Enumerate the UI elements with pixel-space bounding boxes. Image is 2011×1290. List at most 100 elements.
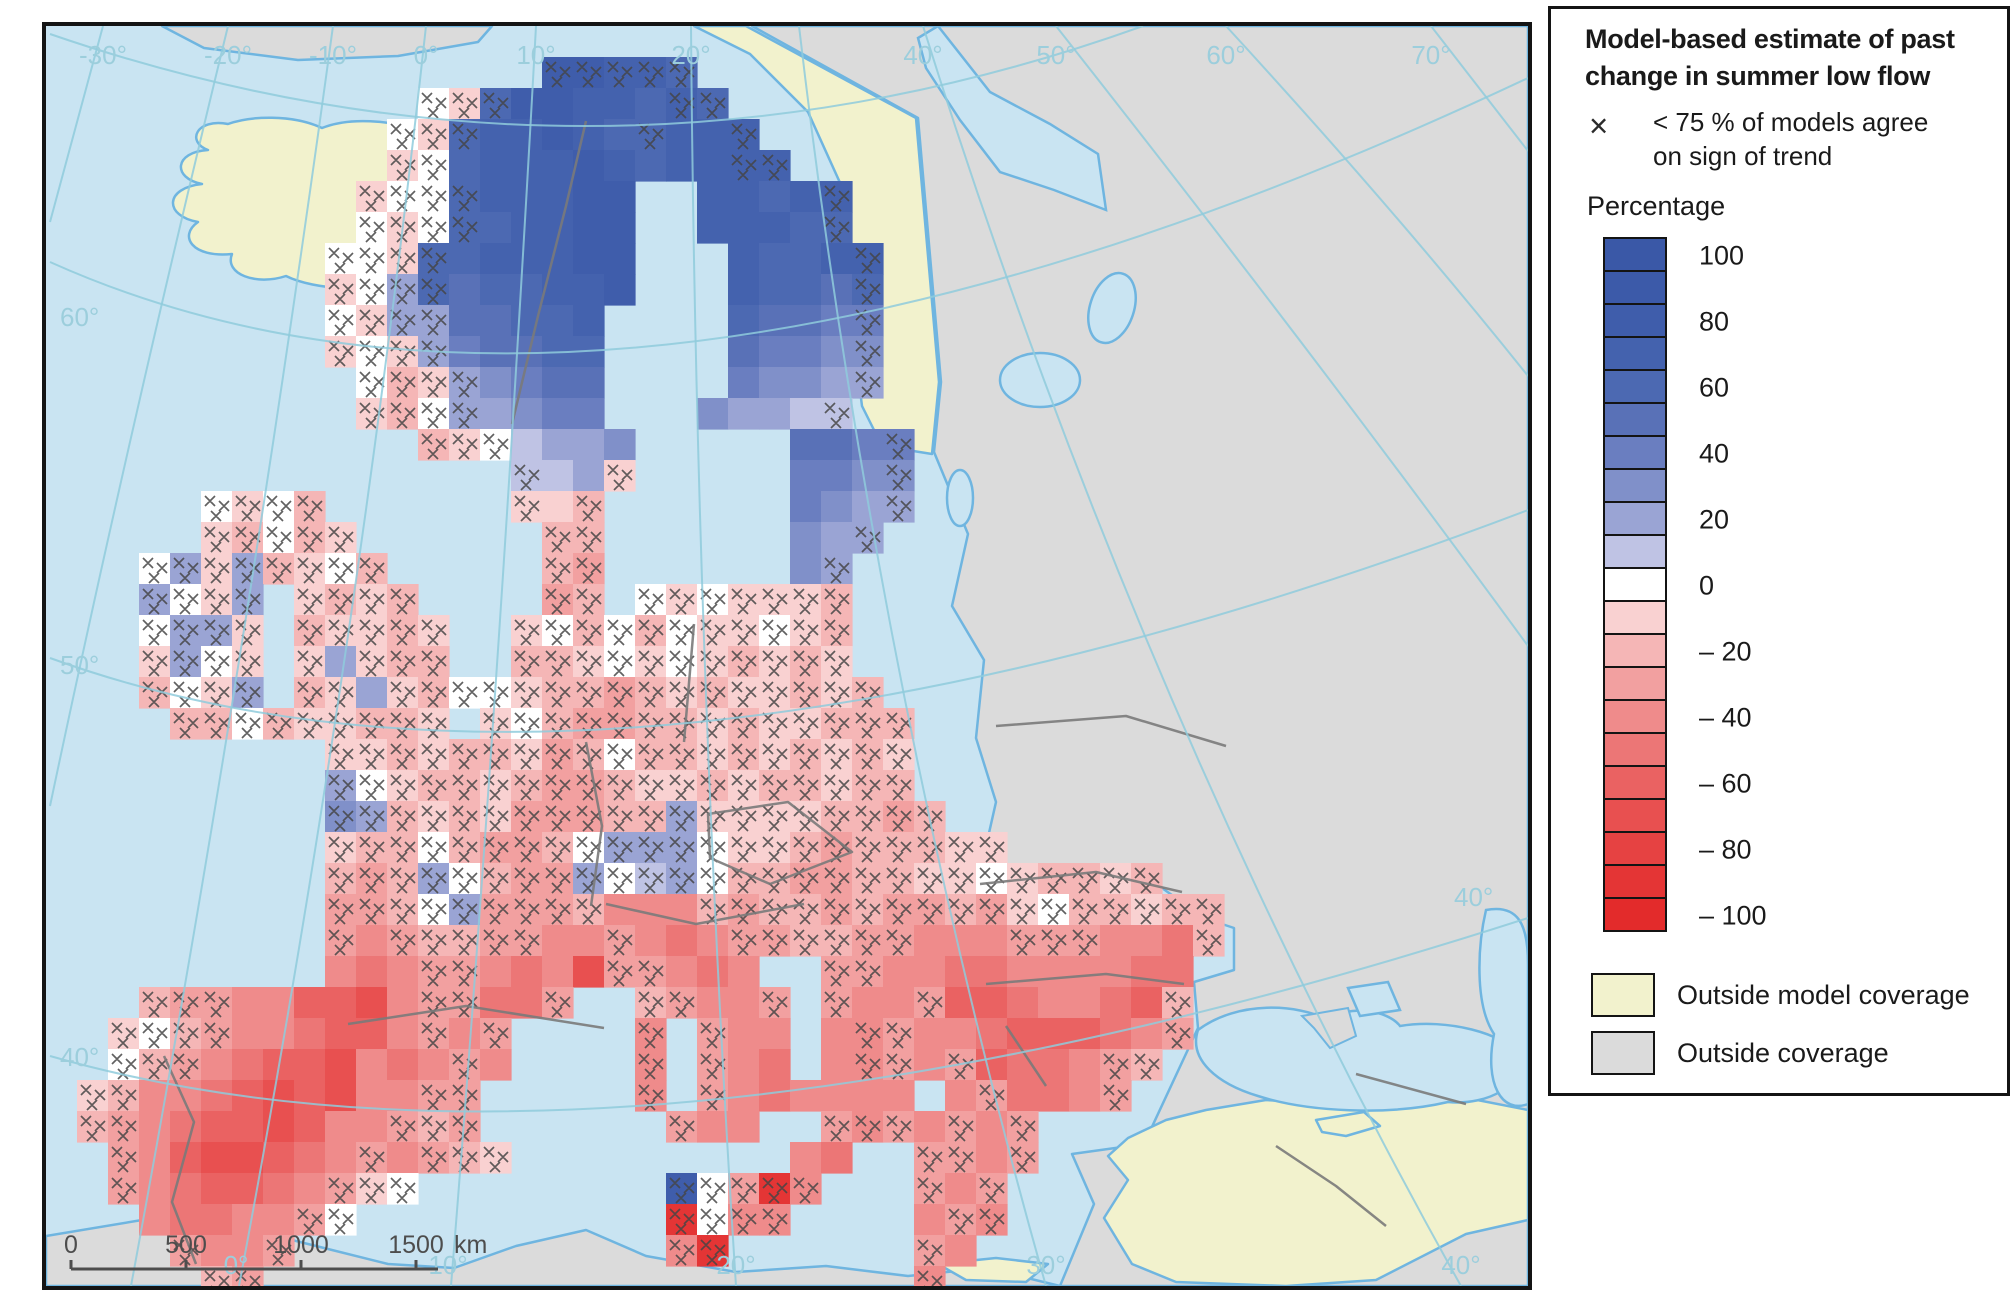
grid-cell [1069,956,1101,988]
outside-coverage-label: Outside coverage [1677,1037,1889,1068]
graticule-label: 0° [414,40,439,70]
grid-cell [790,1080,822,1112]
grid-cell [387,1049,419,1081]
grid-cell [480,305,512,337]
uncertainty-line1: < 75 % of models agree [1653,107,1929,137]
graticule-label: -10° [309,40,357,70]
grid-cell [821,429,853,461]
grid-cell [976,1142,1008,1174]
grid-cell [790,212,822,244]
color-scale-value: – 20 [1699,636,1752,666]
grid-cell [759,243,791,275]
grid-cell [604,88,636,120]
grid-cell [759,1080,791,1112]
grid-cell [697,212,729,244]
graticule-label: 40° [1454,882,1493,912]
graticule-label: 70° [1411,40,1450,70]
grid-cell [666,956,698,988]
grid-cell [542,243,574,275]
grid-cell [573,925,605,957]
graticule-label: 20° [716,1250,755,1280]
map-svg: -30° -20° -10° 0° 10° 20° 40° 50° 60° 70° 0° 10° 20°… [46,26,1528,1286]
graticule-line [690,26,737,1286]
grid-cell [821,491,853,523]
color-scale-value: 40 [1699,438,1730,468]
grid-cell [728,398,760,430]
grid-cell [325,956,357,988]
country-border [706,800,854,886]
grid-cell [790,243,822,275]
grid-cell [294,987,326,1019]
graticule-label: 0° [224,1250,249,1280]
grid-cell [449,1018,481,1050]
legend-title: Model-based estimate of past change in s… [1585,21,1955,95]
grid-cell [294,1018,326,1050]
grid-cell [232,987,264,1019]
grid-cell [325,1049,357,1081]
grid-cell [759,398,791,430]
grid-cell [604,429,636,461]
grid-cell [542,398,574,430]
grid-cell [759,367,791,399]
grid-cell [232,1142,264,1174]
grid-cell [356,1049,388,1081]
grid-cell [976,987,1008,1019]
grid-cell [356,925,388,957]
country-border [979,870,1183,894]
color-scale-block [1605,633,1665,666]
color-scale-value: 0 [1699,570,1715,600]
grid-cell [294,1111,326,1143]
x-mark-icon: × [1589,107,1609,144]
grid-cell [945,956,977,988]
grid-cell [325,1111,357,1143]
grid-cell [449,274,481,306]
grid-cell [139,1173,171,1205]
outside-coverage-swatch [1591,1031,1655,1075]
color-scale-labels: 100 80 60 40 20 0 – 20 – 40 – 60 – 80 – 100 [1699,237,1819,934]
grid-cell [697,119,729,151]
grid-cell [232,1049,264,1081]
grid-cell [1131,925,1163,957]
grid-cell [728,212,760,244]
graticule-label: 30° [1026,1250,1065,1280]
color-scale-block [1605,699,1665,732]
grid-cell [1069,1018,1101,1050]
graticule-line [130,26,334,1286]
grid-cell [511,212,543,244]
country-border [995,714,1227,748]
grid-cell [263,1204,295,1236]
color-scale [1603,237,1667,932]
grid-cell [821,1049,853,1081]
grid-cell [697,181,729,213]
grid-cell [170,1111,202,1143]
grid-cell [542,367,574,399]
grid-cell [1038,987,1070,1019]
grid-cell [511,956,543,988]
grid-cell [139,1111,171,1143]
outside-model-coverage-swatch [1591,973,1655,1017]
graticule-label: 10° [428,1250,467,1280]
grid-cell [542,491,574,523]
legend-outside-model-row: Outside model coverage [1591,973,1970,1017]
graticule-line [238,26,427,1286]
grid-cell [573,88,605,120]
grid-cell [604,274,636,306]
graticule-line [922,26,1462,1286]
grid-cell [294,1080,326,1112]
grid-cell [635,925,667,957]
outside-model-coverage-label: Outside model coverage [1677,979,1970,1010]
grid-cell [294,1142,326,1174]
color-scale-block [1605,567,1665,600]
color-scale-value: 100 [1699,240,1745,270]
grid-cell [325,987,357,1019]
country-border [985,972,1185,986]
graticule-label: 40° [1441,1250,1480,1280]
grid-cell [201,1111,233,1143]
grid-cell [387,956,419,988]
grid-cell [976,1018,1008,1050]
grid-cell [697,956,729,988]
graticule-line [49,26,229,807]
country-border [162,1055,198,1265]
color-scale-block [1605,864,1665,897]
grid-cell [387,1080,419,1112]
